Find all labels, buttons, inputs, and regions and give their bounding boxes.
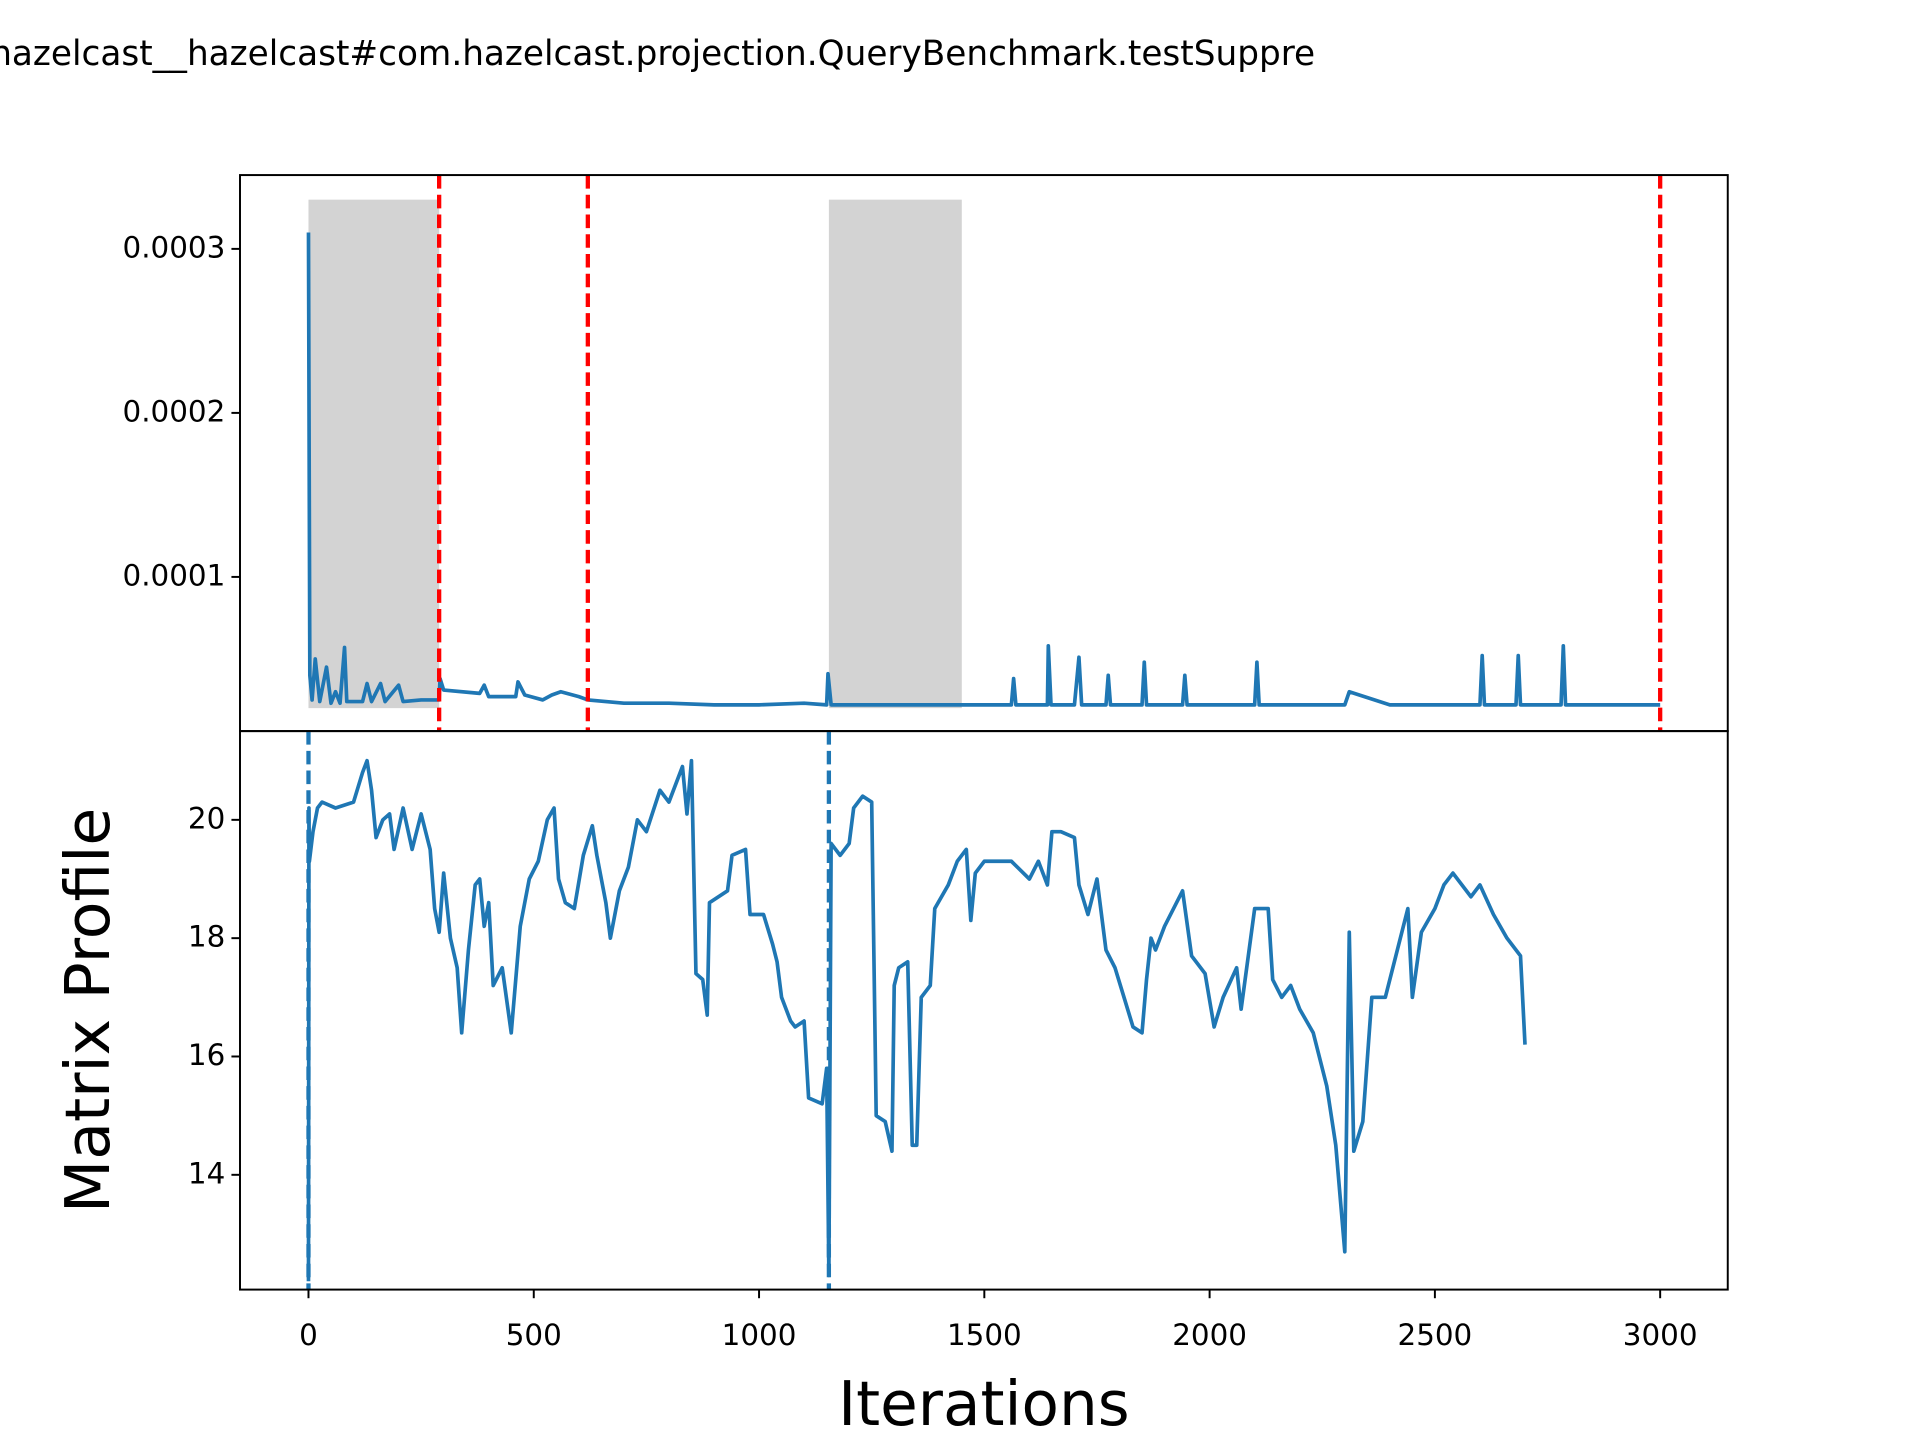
series	[306, 758, 1527, 1282]
axes-frame	[239, 174, 1729, 733]
data-line	[306, 232, 1661, 707]
y-tick-label: 0.0001	[123, 558, 226, 592]
x-tick-label: 1500	[947, 1318, 1022, 1352]
figure-title: hazelcast__hazelcast#com.hazelcast.proje…	[0, 34, 1315, 74]
x-tick-label: 2000	[1172, 1318, 1247, 1352]
shaded-region	[308, 199, 440, 709]
y-tick-label: 20	[188, 801, 225, 835]
x-tick-label: 500	[506, 1318, 562, 1352]
y-tick-label: 14	[188, 1156, 225, 1190]
y-tick-label: 16	[188, 1038, 225, 1072]
y-axis-label: Matrix Profile	[53, 808, 124, 1213]
x-tick-label: 2500	[1398, 1318, 1473, 1352]
y-tick-label: 0.0003	[123, 230, 226, 264]
x-axis-label: Iterations	[838, 1369, 1130, 1440]
y-tick-label: 0.0002	[123, 394, 226, 428]
data-line	[306, 758, 1527, 1282]
x-tick-label: 1000	[722, 1318, 797, 1352]
x-tick-label: 0	[299, 1318, 318, 1352]
shaded-region	[828, 199, 962, 709]
plot-area	[308, 199, 962, 709]
y-tick-label: 18	[188, 920, 225, 954]
x-tick-label: 3000	[1623, 1318, 1698, 1352]
series	[306, 232, 1661, 707]
